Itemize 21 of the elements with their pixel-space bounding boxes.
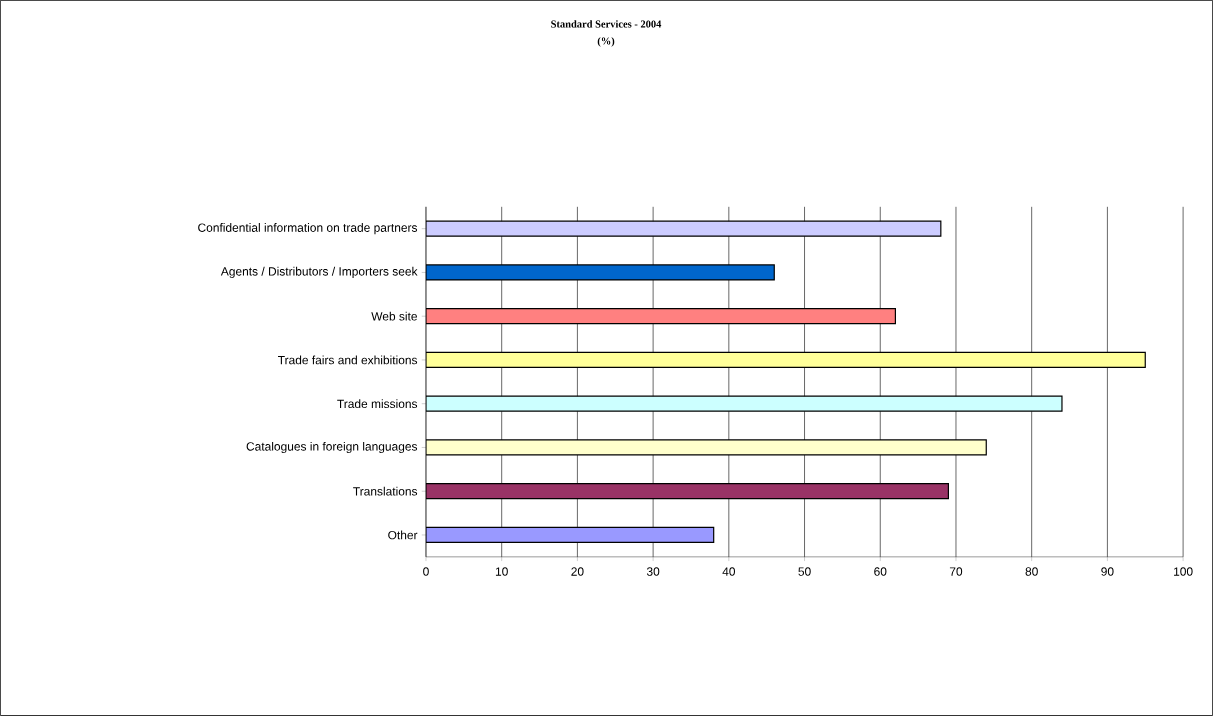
y-tick-label: Catalogues in foreign languages bbox=[246, 441, 418, 454]
chart-title: Standard Services - 2004 bbox=[551, 20, 662, 28]
x-tick-label: 70 bbox=[949, 567, 963, 576]
y-tick-label: Translations bbox=[353, 486, 418, 496]
x-tick-label: 40 bbox=[722, 567, 736, 576]
y-tick-label: Trade fairs and exhibitions bbox=[278, 355, 418, 365]
x-tick-label: 0 bbox=[423, 567, 429, 576]
y-tick-label: Trade missions bbox=[337, 399, 418, 409]
y-tick-label: Web site bbox=[371, 311, 417, 321]
x-tick-label: 50 bbox=[798, 567, 811, 576]
x-tick-label: 80 bbox=[1025, 567, 1038, 576]
chart-subtitle: (%) bbox=[597, 37, 615, 47]
x-tick-label: 10 bbox=[495, 567, 508, 576]
y-tick-label: Agents / Distributors / Importers seek bbox=[220, 266, 418, 279]
x-tick-label: 20 bbox=[571, 567, 584, 576]
y-tick-label: Confidential information on trade partners bbox=[198, 223, 418, 235]
x-tick-label: 90 bbox=[1101, 567, 1114, 576]
y-tick-label: Other bbox=[388, 530, 418, 540]
x-tick-label: 100 bbox=[1174, 567, 1193, 576]
x-tick-label: 60 bbox=[874, 567, 887, 576]
x-tick-label: 30 bbox=[646, 567, 660, 576]
